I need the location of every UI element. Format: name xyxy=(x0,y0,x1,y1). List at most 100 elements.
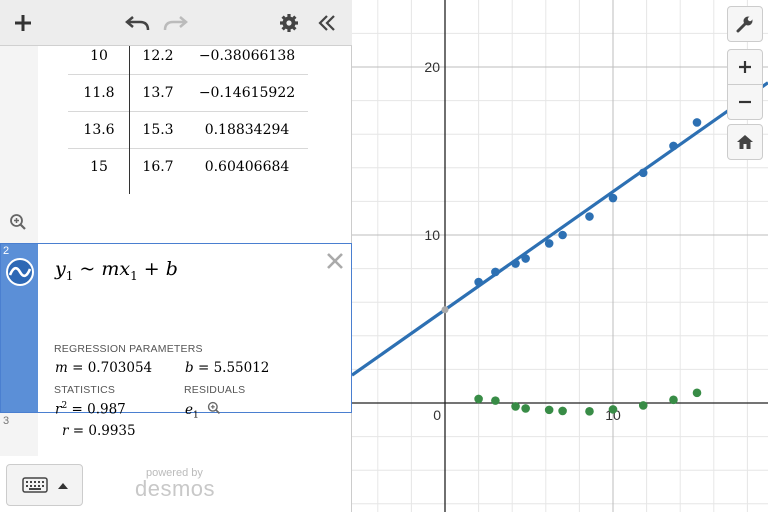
y-tick-label: 20 xyxy=(424,59,440,75)
close-icon xyxy=(327,253,343,269)
expression-gutter: 3 xyxy=(0,413,38,456)
residuals-label: RESIDUALS xyxy=(184,384,246,396)
residual-point xyxy=(608,405,618,414)
table-cell-y[interactable]: 15.3 xyxy=(142,122,174,138)
delete-expression-button[interactable] xyxy=(324,250,346,272)
param-m: m = 0.703054 xyxy=(55,360,153,376)
residual-point xyxy=(585,407,594,416)
plotted-curves xyxy=(351,81,768,416)
data-point xyxy=(521,254,530,263)
magnifier-plus-icon[interactable] xyxy=(207,401,221,415)
powered-by-text: powered by xyxy=(146,467,203,479)
undo-icon xyxy=(125,16,150,31)
residual-point xyxy=(521,404,530,413)
zoom-in-button[interactable] xyxy=(727,49,763,85)
data-point xyxy=(544,239,554,248)
plus-icon xyxy=(739,61,751,73)
regression-expression[interactable]: 2 y1 ~ mx1 + b REGRESSION PARAMETERS m =… xyxy=(0,243,352,439)
table-cell-y[interactable]: 16.7 xyxy=(142,159,174,175)
undo-button[interactable] xyxy=(123,8,153,38)
graph-canvas[interactable]: 010201020 xyxy=(351,0,768,512)
add-item-button[interactable] xyxy=(8,8,38,38)
wave-icon xyxy=(9,266,31,278)
double-chevron-left-icon xyxy=(318,15,335,31)
residual-point xyxy=(511,402,520,411)
plus-icon xyxy=(15,15,31,31)
residual-point xyxy=(544,405,554,415)
data-point xyxy=(558,230,567,240)
desmos-logo[interactable]: desmos xyxy=(135,476,216,501)
redo-button[interactable] xyxy=(160,8,190,38)
data-point xyxy=(669,141,678,151)
zoom-out-button[interactable] xyxy=(727,84,763,120)
zoom-fit-button[interactable] xyxy=(9,213,27,236)
expression-list: 10 12.2 −0.38066138 11.8 13.7 −0.1461592… xyxy=(0,46,352,456)
table-cell-y[interactable]: 13.7 xyxy=(142,85,174,101)
keypad-toggle-button[interactable] xyxy=(6,464,83,506)
expression-gutter-selected: 2 xyxy=(1,244,38,412)
expression-number: 3 xyxy=(3,415,10,427)
regression-parameters-label: REGRESSION PARAMETERS xyxy=(54,343,203,355)
residual-point xyxy=(638,401,648,410)
table-cell-residual[interactable]: −0.38066138 xyxy=(198,48,296,64)
table-cell-residual[interactable]: 0.60406684 xyxy=(204,159,290,175)
residual-point xyxy=(558,406,567,416)
table-cell-x[interactable]: 10 xyxy=(90,48,108,64)
statistics-label: STATISTICS xyxy=(54,384,116,396)
table-cell-x[interactable]: 11.8 xyxy=(83,85,115,101)
table-cell-x[interactable]: 13.6 xyxy=(83,122,115,138)
regression-line xyxy=(351,81,768,377)
table-cell-y[interactable]: 12.2 xyxy=(142,48,174,64)
axes xyxy=(352,0,768,512)
graph-paper[interactable]: 010201020 xyxy=(351,0,768,512)
x-tick-label: 0 xyxy=(433,407,441,423)
minor-gridlines xyxy=(352,0,768,512)
residual-variable[interactable]: e1 xyxy=(185,401,221,421)
axis-labels: 010201020 xyxy=(424,59,621,423)
expression-number: 2 xyxy=(3,245,10,257)
param-b: b = 5.55012 xyxy=(185,360,270,376)
data-point xyxy=(511,259,520,268)
data-point xyxy=(474,277,483,287)
y-intercept-point xyxy=(441,306,449,314)
keyboard-icon xyxy=(21,477,48,493)
table-cell-x[interactable]: 15 xyxy=(90,159,108,175)
table-row[interactable]: 10 12.2 −0.38066138 xyxy=(68,46,308,75)
residual-point xyxy=(491,396,500,405)
settings-button[interactable] xyxy=(274,8,304,38)
collapse-panel-button[interactable] xyxy=(312,8,342,38)
default-viewport-button[interactable] xyxy=(727,124,763,160)
data-point xyxy=(491,267,500,277)
redo-icon xyxy=(163,16,188,31)
data-point xyxy=(608,193,618,203)
data-point xyxy=(585,212,594,221)
regression-formula[interactable]: y1 ~ mx1 + b xyxy=(55,258,178,283)
table-row[interactable]: 13.6 15.3 0.18834294 xyxy=(68,112,308,149)
caret-up-icon xyxy=(57,482,68,489)
home-icon xyxy=(737,135,753,149)
stat-r-squared: r2 = 0.987 xyxy=(55,401,126,418)
gear-icon xyxy=(280,14,298,32)
y-tick-label: 10 xyxy=(424,227,440,243)
regression-icon[interactable] xyxy=(6,258,34,286)
data-table[interactable]: 10 12.2 −0.38066138 11.8 13.7 −0.1461592… xyxy=(68,46,308,186)
table-row[interactable]: 11.8 13.7 −0.14615922 xyxy=(68,75,308,112)
table-cell-residual[interactable]: 0.18834294 xyxy=(204,122,290,138)
data-point xyxy=(692,118,702,127)
minus-icon xyxy=(739,100,751,104)
expression-gutter xyxy=(0,46,38,243)
stat-r: r = 0.9935 xyxy=(62,423,136,439)
wrench-icon xyxy=(736,16,753,33)
data-point xyxy=(638,168,648,178)
table-cell-residual[interactable]: −0.14615922 xyxy=(198,85,296,101)
expression-panel: 10 12.2 −0.38066138 11.8 13.7 −0.1461592… xyxy=(0,0,352,512)
residual-point xyxy=(474,394,483,404)
graph-settings-button[interactable] xyxy=(727,6,763,42)
table-column-divider xyxy=(129,46,130,194)
residual-point xyxy=(692,388,702,398)
major-gridlines xyxy=(352,0,768,512)
table-row[interactable]: 15 16.7 0.60406684 xyxy=(68,149,308,186)
magnifier-plus-icon xyxy=(10,214,26,230)
residual-point xyxy=(669,395,678,405)
expression-toolbar xyxy=(0,0,352,46)
